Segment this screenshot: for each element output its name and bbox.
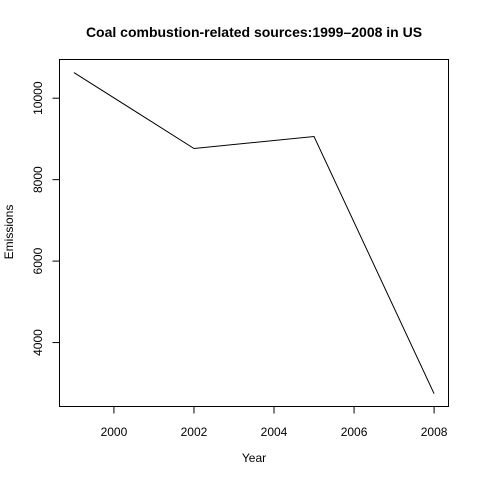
emissions-series-line xyxy=(73,72,435,394)
y-tick-label-10000: 10000 xyxy=(31,81,45,115)
plot-frame xyxy=(59,59,449,407)
y-tick-label-4000: 4000 xyxy=(31,329,45,356)
x-tick-label-2002: 2002 xyxy=(181,425,208,439)
x-tick-label-2004: 2004 xyxy=(261,425,288,439)
y-tick-label-6000: 6000 xyxy=(31,247,45,274)
x-axis: 2000 2002 2004 2006 2008 xyxy=(101,406,448,439)
x-tick-label-2008: 2008 xyxy=(421,425,448,439)
y-tick-label-8000: 8000 xyxy=(31,166,45,193)
x-tick-label-2006: 2006 xyxy=(341,425,368,439)
chart-title: Coal combustion-related sources:1999–200… xyxy=(86,24,422,40)
y-axis: 4000 6000 8000 10000 xyxy=(31,81,60,356)
y-axis-label: Emissions xyxy=(2,205,16,260)
x-axis-label: Year xyxy=(242,451,266,465)
x-tick-label-2000: 2000 xyxy=(101,425,128,439)
